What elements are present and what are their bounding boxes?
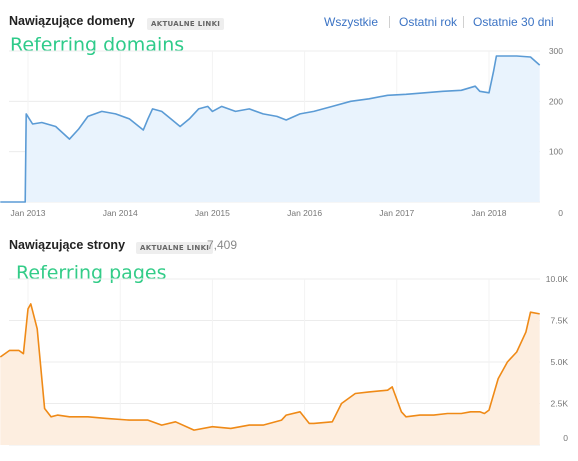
pages-area <box>0 303 540 445</box>
pages-y-tick-label: 2.5K <box>551 399 569 409</box>
domains-badge: AKTUALNE LINKI <box>147 18 225 30</box>
filter-all[interactable]: Wszystkie <box>324 15 378 29</box>
pages-y-tick-label: 10.0K <box>546 274 569 284</box>
pages-y-tick-label: 5.0K <box>551 357 569 367</box>
pages-y-tick-label: 7.5K <box>551 316 569 326</box>
domains-y-tick-label: 100 <box>549 147 563 157</box>
pages-series-line <box>0 303 540 431</box>
filter-last-30-days[interactable]: Ostatnie 30 dni <box>473 15 554 29</box>
pages-y-tick-label: 0 <box>563 433 568 443</box>
pages-title: Nawiązujące strony <box>9 238 126 252</box>
domains-x-tick-label: Jan 2018 <box>472 208 507 218</box>
domains-y-tick-label: 200 <box>549 96 563 106</box>
domains-y-tick-label: 0 <box>558 208 563 218</box>
filter-separator <box>463 16 464 28</box>
pages-total: 7,409 <box>207 238 238 252</box>
domains-y-tick-label: 300 <box>549 46 563 56</box>
domains-title: Nawiązujące domeny <box>9 14 135 28</box>
domains-x-tick-label: Jan 2014 <box>103 208 138 218</box>
domains-x-tick-label: Jan 2015 <box>195 208 230 218</box>
domains-x-tick-label: Jan 2016 <box>287 208 322 218</box>
domains-area <box>0 56 540 202</box>
domains-series-line <box>0 55 541 203</box>
domains-x-tick-label: Jan 2017 <box>379 208 414 218</box>
domains-x-tick-label: Jan 2013 <box>11 208 46 218</box>
domains-chart: 300 200 100 0 Jan 2013 Jan 2014 Jan 2015 Jan 20… <box>0 46 563 218</box>
filter-separator <box>389 16 390 28</box>
pages-badge: AKTUALNE LINKI <box>136 242 214 254</box>
filter-last-year[interactable]: Ostatni rok <box>399 15 458 29</box>
